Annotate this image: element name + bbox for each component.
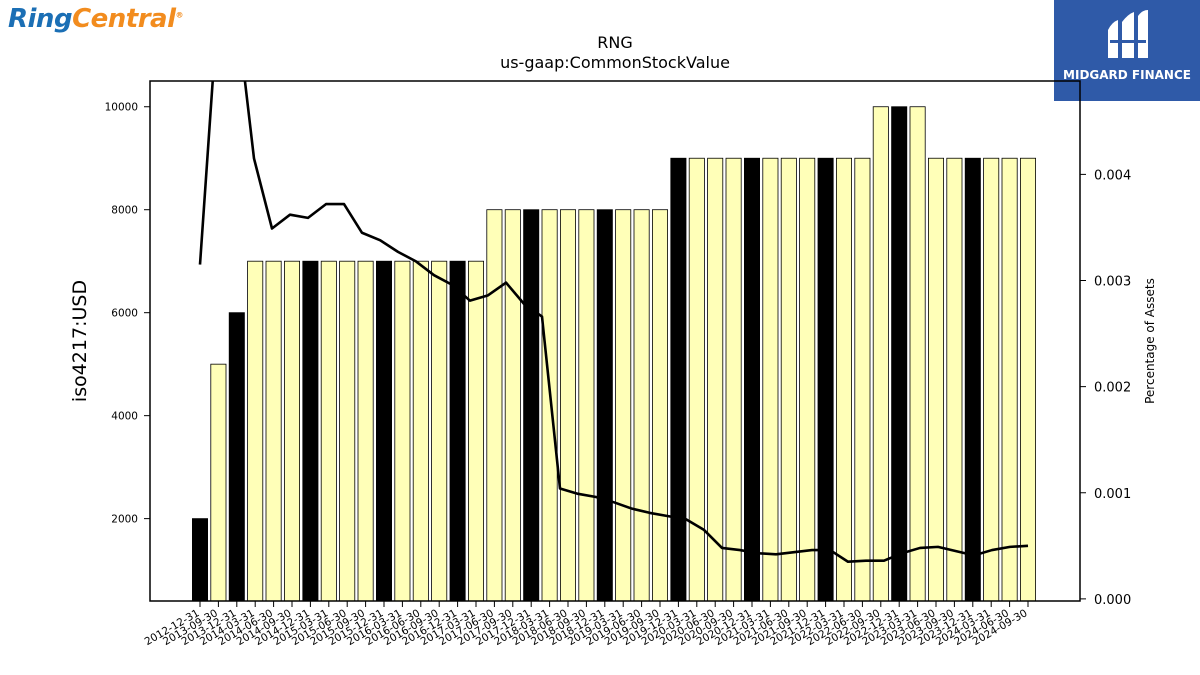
bar-2012-12-31 — [191, 518, 208, 602]
plot-frame — [149, 80, 1081, 602]
bar-2018-03-31 — [541, 209, 558, 602]
y-axis-label: iso4217:USD — [69, 280, 91, 402]
chart-subtitle: us-gaap:CommonStockValue — [500, 53, 730, 72]
bar-2020-03-31 — [688, 157, 705, 602]
bar-2014-12-31 — [302, 260, 319, 602]
bar-2023-03-31 — [909, 106, 926, 602]
midgard-logo-icon — [1108, 10, 1148, 58]
y-tick-label: 4000 — [111, 411, 138, 423]
bar-2021-09-30 — [799, 157, 816, 602]
bar-2013-12-31 — [228, 312, 245, 602]
percentage-line — [198, 81, 1029, 564]
bar-2015-03-31 — [320, 260, 337, 602]
bar-2016-09-30 — [431, 260, 448, 602]
bar-2017-12-31 — [523, 209, 540, 602]
bar-2016-06-30 — [412, 260, 429, 602]
bar-2018-06-30 — [560, 209, 577, 602]
bar-2019-03-31 — [615, 209, 632, 602]
bar-2019-09-30 — [652, 209, 669, 602]
bar-2023-06-30 — [928, 157, 945, 602]
y2-tick-label: 0.004 — [1094, 168, 1131, 183]
bar-2021-06-30 — [780, 157, 797, 602]
y2-tick-label: 0.000 — [1094, 593, 1131, 608]
y-tick-label: 2000 — [111, 514, 138, 526]
bar-2017-03-31 — [467, 260, 484, 602]
y-tick-label: 10000 — [105, 102, 138, 114]
bar-2016-03-31 — [394, 260, 411, 602]
bar-2013-09-30 — [210, 363, 227, 602]
bar-2014-03-31 — [247, 260, 264, 602]
bar-2024-09-30 — [1020, 157, 1037, 602]
bar-2018-12-31 — [596, 209, 613, 602]
bar-2021-03-31 — [762, 157, 779, 602]
bar-2022-12-31 — [891, 106, 908, 602]
bar-2018-09-30 — [578, 209, 595, 602]
ringcentral-logo: RingCentral® — [8, 4, 183, 34]
bar-2020-09-30 — [725, 157, 742, 602]
partner-name: MIDGARD FINANCE — [1063, 68, 1191, 82]
bar-2021-12-31 — [817, 157, 834, 602]
bar-2024-06-30 — [1001, 157, 1018, 602]
bar-2016-12-31 — [449, 260, 466, 602]
y2-tick-label: 0.002 — [1094, 381, 1131, 396]
y-tick-label: 6000 — [111, 308, 138, 320]
bar-2019-06-30 — [633, 209, 650, 602]
bar-2015-12-31 — [375, 260, 392, 602]
y2-tick-label: 0.001 — [1094, 487, 1131, 502]
line-layer — [198, 81, 1029, 564]
bar-2014-06-30 — [265, 260, 282, 602]
y2-tick-label: 0.003 — [1094, 275, 1131, 290]
bar-2014-09-30 — [283, 260, 300, 602]
bar-2017-06-30 — [486, 209, 503, 602]
bar-2020-12-31 — [744, 157, 761, 602]
bar-2023-09-30 — [946, 157, 963, 602]
bar-2022-09-30 — [872, 106, 889, 602]
chart-title: RNG — [597, 33, 632, 52]
y2-axis-label: Percentage of Assets — [1143, 278, 1157, 404]
y-tick-label: 8000 — [111, 205, 138, 217]
bar-2015-09-30 — [357, 260, 374, 602]
midgard-finance-badge: MIDGARD FINANCE — [1054, 0, 1200, 101]
bar-2022-03-31 — [836, 157, 853, 602]
bar-2019-12-31 — [670, 157, 687, 602]
bar-2017-09-30 — [504, 209, 521, 602]
bar-2024-03-31 — [983, 157, 1000, 602]
x-axis: 2012-12-312013-09-302013-12-312014-03-31… — [143, 601, 1030, 648]
bar-2015-06-30 — [339, 260, 356, 602]
bar-2022-06-30 — [854, 157, 871, 602]
bars-group — [191, 106, 1037, 602]
bar-2023-12-31 — [964, 157, 981, 602]
y-axis-left: 2000 4000 6000 8000 10000 — [105, 102, 150, 526]
y-axis-right: 0.000 0.001 0.002 0.003 0.004 — [1080, 168, 1131, 608]
